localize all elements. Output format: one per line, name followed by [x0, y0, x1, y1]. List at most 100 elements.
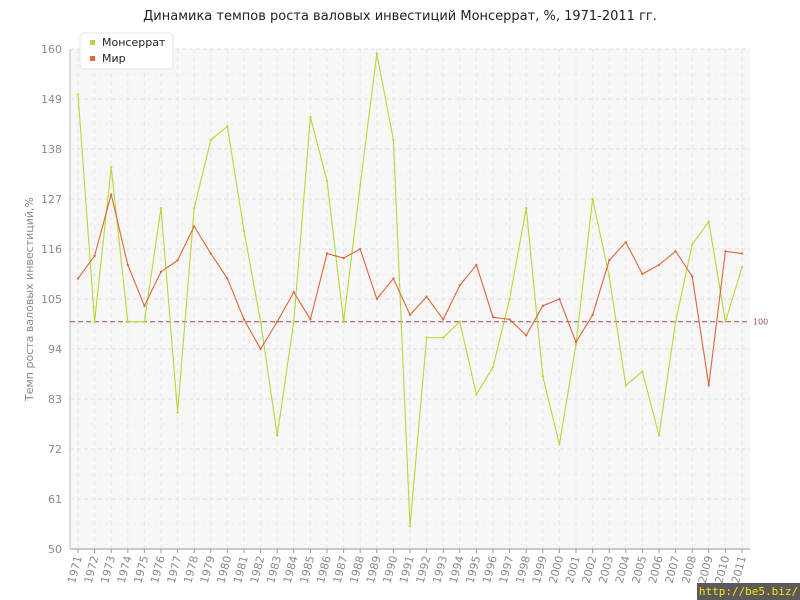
- data-point: [259, 347, 262, 351]
- data-point: [691, 275, 694, 278]
- data-point: [159, 206, 163, 210]
- data-point: [458, 284, 461, 287]
- data-point: [143, 304, 146, 308]
- legend-swatch: [90, 56, 95, 61]
- data-point: [342, 320, 345, 323]
- data-point: [740, 252, 744, 255]
- data-point: [209, 252, 212, 255]
- data-point: [657, 263, 661, 267]
- data-point: [442, 336, 445, 339]
- reference-line-label: 100: [753, 318, 768, 327]
- data-point: [541, 304, 544, 308]
- data-point: [608, 259, 611, 262]
- y-tick-label: 149: [41, 93, 62, 106]
- data-point: [226, 277, 229, 280]
- data-point: [359, 247, 362, 251]
- data-point: [591, 197, 594, 201]
- data-point: [608, 275, 611, 278]
- data-point: [193, 225, 196, 228]
- data-point: [508, 297, 511, 301]
- data-point: [375, 297, 378, 301]
- data-point: [93, 320, 96, 323]
- data-point: [226, 125, 229, 128]
- data-point: [292, 320, 295, 323]
- y-tick-label: 61: [48, 493, 62, 506]
- legend: Монсеррат Мир: [79, 32, 174, 70]
- data-point: [558, 297, 561, 301]
- y-tick-label: 50: [48, 543, 62, 556]
- data-point: [342, 256, 345, 260]
- data-point: [126, 320, 129, 323]
- data-point: [392, 277, 395, 280]
- data-point: [259, 320, 262, 323]
- data-point: [76, 93, 80, 96]
- x-tick-label: 2011: [729, 554, 749, 584]
- data-point: [574, 343, 578, 346]
- axes: [69, 49, 750, 553]
- data-point: [724, 320, 727, 323]
- legend-label: Монсеррат: [102, 36, 166, 49]
- data-point: [491, 365, 495, 369]
- data-point: [508, 318, 511, 321]
- y-tick-label: 160: [41, 43, 62, 56]
- data-point: [242, 318, 246, 321]
- data-point: [276, 320, 279, 323]
- data-point: [624, 240, 627, 244]
- data-point: [624, 384, 627, 387]
- data-point: [674, 250, 677, 253]
- data-point: [525, 206, 528, 210]
- y-tick-label: 94: [48, 343, 62, 356]
- data-point: [641, 272, 644, 276]
- data-point: [707, 384, 710, 387]
- data-point: [691, 243, 694, 246]
- data-point: [325, 252, 329, 255]
- data-point: [541, 375, 544, 378]
- data-point: [375, 52, 378, 55]
- series-lines: [76, 52, 744, 528]
- data-point: [724, 250, 727, 253]
- reference-line: 100: [70, 318, 768, 327]
- y-tick-label: 72: [48, 443, 62, 456]
- data-point: [525, 334, 528, 337]
- y-tick-label: 127: [41, 193, 62, 206]
- data-point: [491, 315, 495, 319]
- data-point: [325, 179, 329, 183]
- y-tick-label: 138: [41, 143, 62, 156]
- data-point: [458, 320, 461, 323]
- data-point: [740, 265, 744, 269]
- data-point: [408, 525, 412, 528]
- data-point: [292, 290, 295, 294]
- data-point: [193, 206, 196, 210]
- y-axis-ticks: 50 61 72 83 94 105 116 127 138 149 160: [41, 43, 62, 556]
- data-point: [126, 263, 129, 267]
- data-point: [76, 277, 80, 280]
- data-point: [110, 193, 113, 196]
- y-tick-label: 116: [41, 243, 62, 256]
- x-axis-ticks: 1971197219731974197519761977197819791980…: [65, 554, 749, 584]
- data-point: [276, 434, 279, 437]
- data-point: [176, 259, 179, 262]
- data-point: [475, 393, 478, 396]
- data-point: [309, 318, 312, 321]
- data-point: [242, 229, 246, 233]
- legend-box: [79, 32, 174, 70]
- data-point: [359, 184, 362, 187]
- data-point: [176, 411, 179, 414]
- data-point: [159, 270, 163, 273]
- data-point: [110, 165, 113, 169]
- data-point: [425, 336, 428, 339]
- y-axis-label: Темп роста валовых инвестиций,%: [23, 197, 36, 402]
- data-point: [674, 320, 677, 323]
- data-point: [558, 443, 561, 446]
- y-tick-label: 83: [48, 393, 62, 406]
- legend-label: Мир: [102, 52, 126, 65]
- data-point: [475, 263, 478, 267]
- data-point: [657, 434, 661, 437]
- data-point: [574, 340, 578, 344]
- data-point: [442, 318, 445, 321]
- data-point: [425, 295, 428, 298]
- data-point: [93, 254, 96, 258]
- legend-swatch: [90, 40, 95, 45]
- y-tick-label: 105: [41, 293, 62, 306]
